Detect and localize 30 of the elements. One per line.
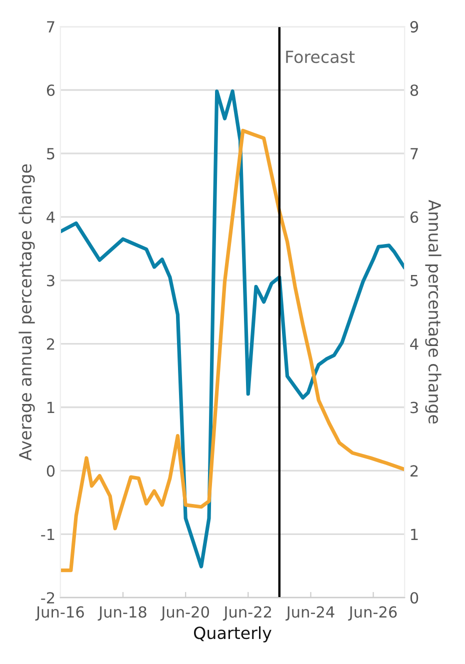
y2-tick-label: 5 xyxy=(410,275,418,286)
y2-tick-label: 7 xyxy=(410,148,418,160)
x-tick-label: Jun-26 xyxy=(348,606,397,621)
x-tick-label: Jun-24 xyxy=(286,606,334,621)
y-tick-label: 6 xyxy=(46,84,55,96)
y2-tick-label: 4 xyxy=(410,338,418,350)
y2-tick-label: 2 xyxy=(410,465,418,477)
x-axis-title: Quarterly xyxy=(194,626,272,642)
x-tick-label: Jun-22 xyxy=(222,606,272,621)
y2-tick-label: 6 xyxy=(410,211,418,223)
y-tick-label: 3 xyxy=(47,274,54,286)
y-tick-label: -1 xyxy=(41,528,54,540)
y2-tick-label: 1 xyxy=(411,528,418,540)
x-tick-label: Jun-16 xyxy=(35,606,84,621)
x-tick-label: Jun-20 xyxy=(160,606,209,621)
x-tick-label: Jun-18 xyxy=(98,606,146,621)
y-tick-label: 0 xyxy=(46,465,55,477)
y-tick-label: 5 xyxy=(47,148,54,160)
y-tick-label: 2 xyxy=(46,338,54,350)
y-tick-label: -2 xyxy=(41,592,54,604)
y2-tick-label: 9 xyxy=(410,21,418,33)
y-tick-label: 1 xyxy=(48,402,54,414)
y2-tick-label: 3 xyxy=(410,402,418,414)
y2-tick-label: 8 xyxy=(410,84,418,96)
y2-axis-title: Annual percentage change xyxy=(425,200,442,424)
ref-line-label: Forecast xyxy=(286,50,355,64)
y2-tick-label: 0 xyxy=(410,592,418,604)
y-tick-label: 4 xyxy=(46,212,55,223)
y-tick-label: 7 xyxy=(47,21,54,32)
y-axis-title: Average annual percentage change xyxy=(18,164,35,461)
